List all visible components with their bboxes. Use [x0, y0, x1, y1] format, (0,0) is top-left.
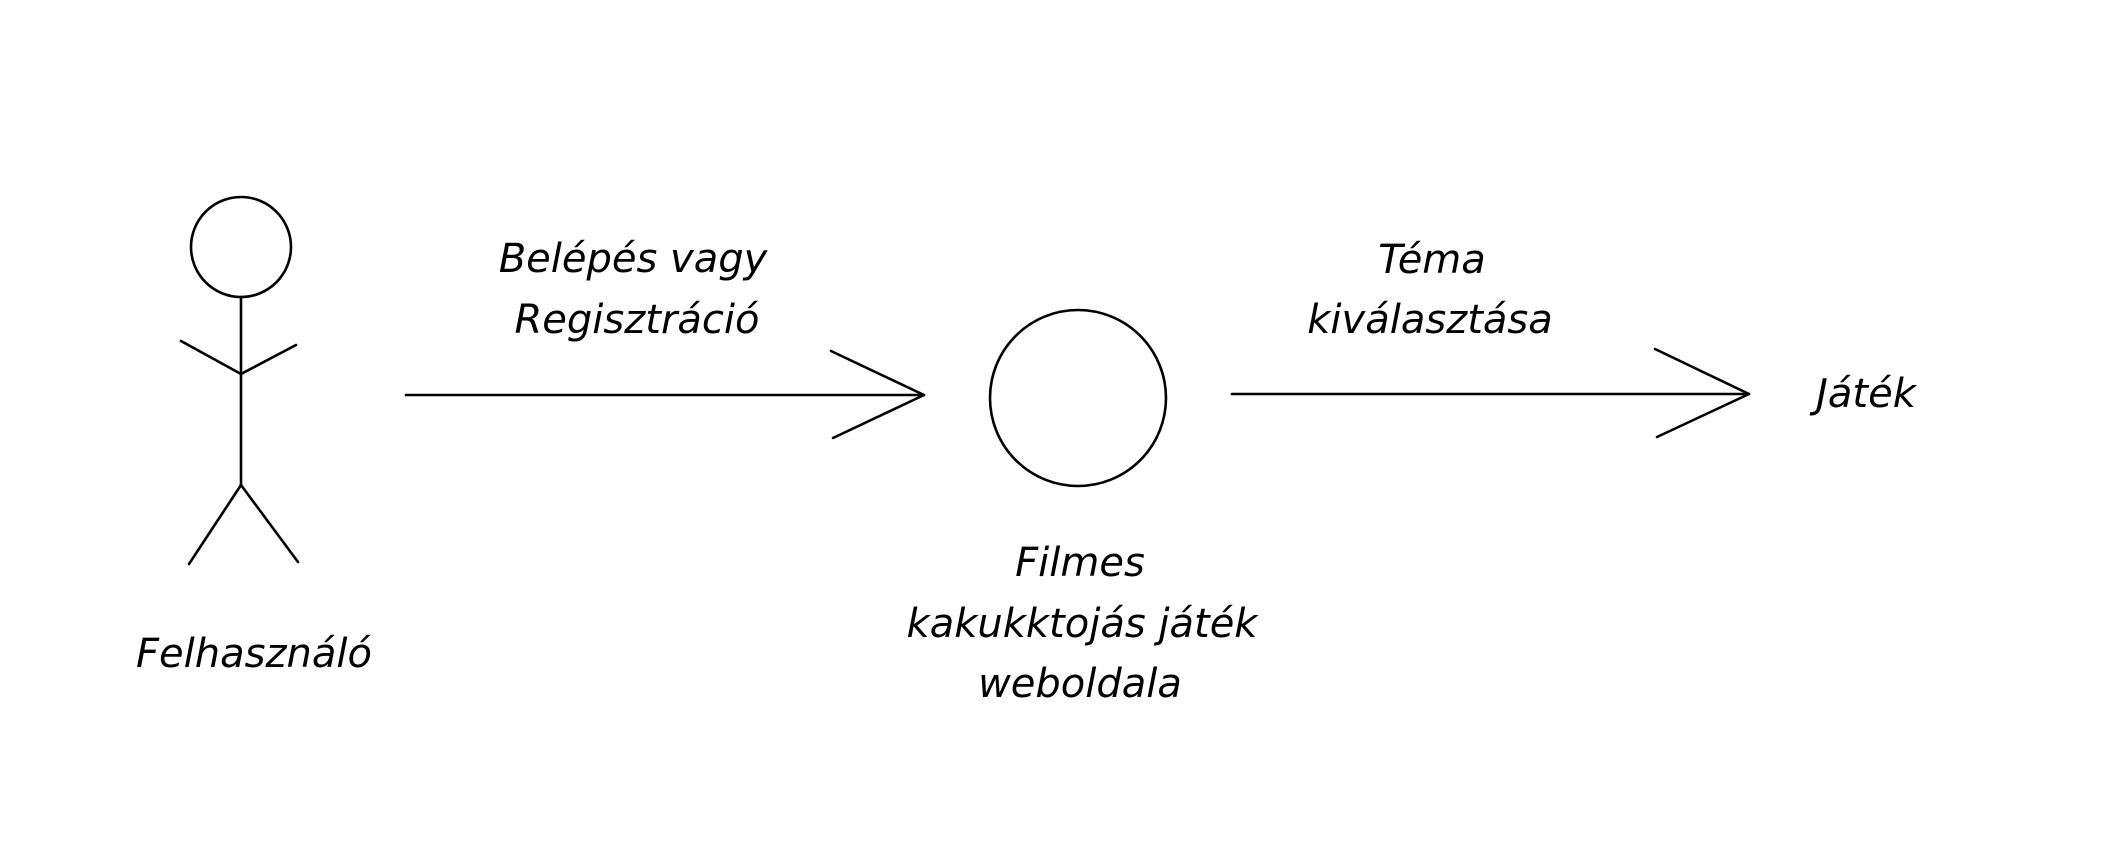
- arrow-login-label-line2: Regisztráció: [515, 297, 760, 343]
- actor-label: Felhasználó: [136, 631, 372, 677]
- arrow-topic-label-line2: kiválasztása: [1307, 297, 1552, 343]
- arrow-login: [404, 349, 926, 440]
- actor-left-leg: [187, 483, 243, 566]
- actor-right-arm: [239, 343, 298, 376]
- website-label-line3: weboldala: [978, 661, 1182, 707]
- game-label: Játék: [1809, 371, 1918, 417]
- arrow-topic-label-line1: Téma: [1378, 237, 1486, 283]
- actor-stick-figure: [179, 195, 300, 566]
- actor-right-leg: [239, 483, 300, 564]
- actor-head: [189, 195, 293, 299]
- website-use-case-circle: [988, 308, 1168, 488]
- arrow-login-label-line1: Belépés vagy: [499, 236, 769, 282]
- website-label-line1: Filmes: [1015, 540, 1145, 586]
- actor-left-arm: [179, 339, 243, 376]
- arrow-topic: [1230, 347, 1751, 439]
- arrow-login-head: [829, 349, 926, 440]
- arrow-topic-head: [1653, 347, 1751, 439]
- website-label-line2: kakukktojás játék: [907, 601, 1260, 647]
